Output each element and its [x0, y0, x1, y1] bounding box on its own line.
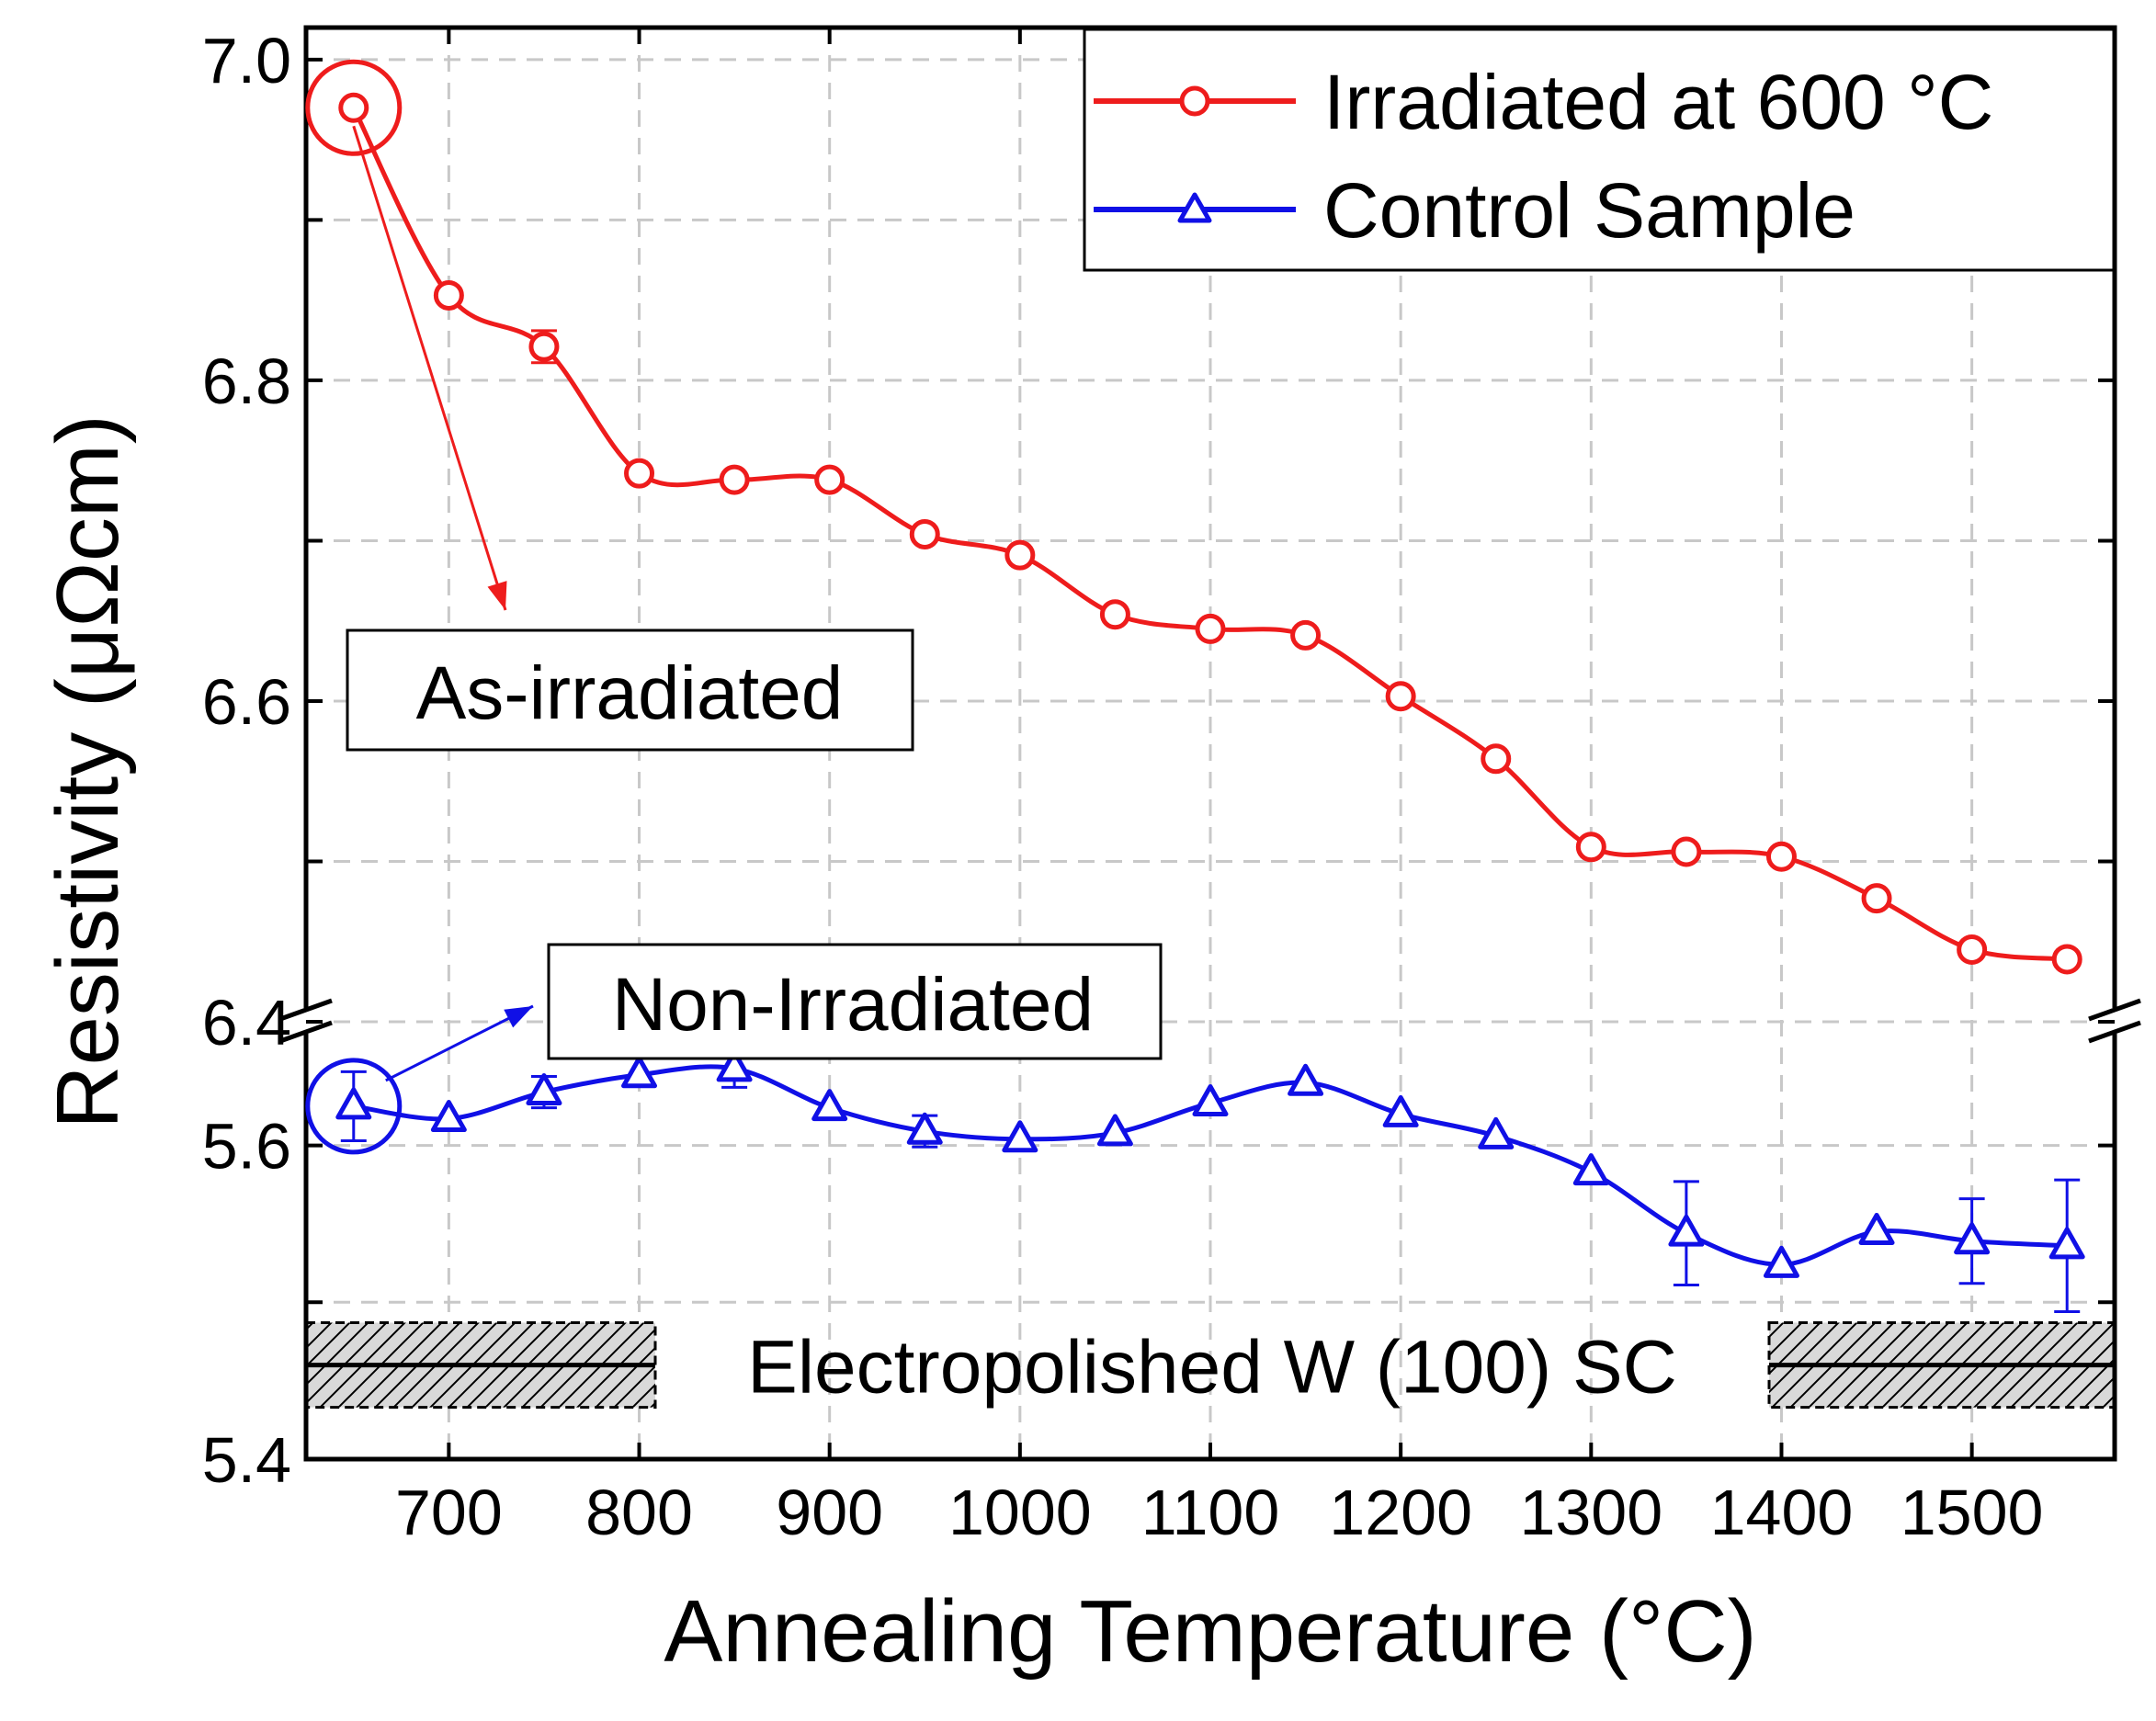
- axis-break-slash: [279, 1020, 333, 1044]
- axis-break-slash: [279, 998, 333, 1022]
- data-point: [528, 331, 560, 362]
- as-irradiated-arrow: [352, 125, 507, 611]
- non-irradiated-arrow: [385, 1004, 534, 1082]
- data-point: [1099, 599, 1130, 630]
- data-point: [814, 464, 845, 495]
- y-tick-label: 5.4: [202, 1424, 291, 1496]
- x-tick-label: 800: [585, 1477, 693, 1548]
- legend-item-irradiated: Irradiated at 600 °C: [1094, 59, 1993, 145]
- x-tick-label: 1000: [948, 1477, 1092, 1548]
- y-tick-label: 6.6: [202, 666, 291, 738]
- data-point: [1481, 743, 1512, 775]
- x-tick-label: 1500: [1901, 1477, 2044, 1548]
- non-irradiated-label-box: [547, 943, 1163, 1060]
- x-tick-label: 1200: [1329, 1477, 1472, 1548]
- data-point: [811, 1089, 848, 1122]
- data-point: [1957, 934, 1988, 965]
- legend: Irradiated at 600 °C Control Sample: [1083, 28, 2116, 272]
- x-tick-label: 1300: [1519, 1477, 1662, 1548]
- data-point: [1385, 681, 1416, 712]
- y-axis-title: Resistivity (μΩcm): [39, 414, 137, 1129]
- data-point: [335, 1087, 372, 1120]
- axis-break-marks: [278, 998, 2142, 1044]
- non-irradiated-label: Non-Irradiated: [612, 963, 1094, 1047]
- x-tick-label: 1400: [1710, 1477, 1854, 1548]
- series-irradiated: [338, 92, 2082, 975]
- data-point: [1478, 1116, 1515, 1149]
- data-point: [1004, 539, 1036, 571]
- data-point: [1861, 883, 1892, 914]
- x-tick-label: 1100: [1141, 1477, 1280, 1548]
- data-point: [526, 1073, 562, 1106]
- data-point: [1290, 619, 1322, 651]
- data-point: [719, 464, 750, 495]
- data-point: [1288, 1063, 1324, 1096]
- data-point: [1763, 1245, 1799, 1278]
- data-point: [1195, 613, 1226, 644]
- x-tick-label: 700: [395, 1477, 503, 1548]
- y-tick-label: 7.0: [202, 25, 291, 96]
- legend-label-control: Control Sample: [1323, 167, 1855, 254]
- data-point: [1668, 1214, 1705, 1247]
- series-layer: [335, 92, 2085, 1314]
- data-point: [433, 279, 464, 311]
- data-point: [1002, 1120, 1038, 1153]
- data-point: [621, 1056, 658, 1089]
- non-irradiated-highlight-circle: [305, 1058, 403, 1155]
- legend-item-control: Control Sample: [1094, 167, 1855, 254]
- as-irradiated-highlight-circle: [305, 59, 403, 156]
- axis-break-slash: [2088, 1020, 2141, 1044]
- data-point: [1572, 1153, 1609, 1186]
- data-point: [1382, 1094, 1419, 1127]
- data-point: [1858, 1212, 1895, 1245]
- reference-band: Electropolished W (100) SC: [304, 1320, 2116, 1410]
- y-tick-label: 6.8: [202, 345, 291, 417]
- series-control: [335, 1047, 2085, 1314]
- annotations: As-irradiated Non-Irradiated: [305, 59, 1163, 1155]
- data-point: [1575, 832, 1606, 863]
- legend-marker-irradiated: [1179, 85, 1210, 117]
- data-point: [909, 518, 940, 549]
- legend-marker-control: [1177, 192, 1212, 223]
- data-point: [1765, 841, 1797, 872]
- legend-box: [1083, 28, 2116, 272]
- data-point: [430, 1100, 467, 1133]
- x-tick-label: 900: [776, 1477, 883, 1548]
- data-point: [338, 92, 369, 123]
- y-tick-label: 6.4: [202, 987, 291, 1059]
- data-point: [1192, 1083, 1229, 1116]
- as-irradiated-label: As-irradiated: [416, 651, 844, 735]
- axis-break-slash: [2088, 998, 2141, 1022]
- x-axis-title: Annealing Temperature (°C): [664, 1582, 1756, 1681]
- axis-ticks: 700 800 900 1000 1100 1200 1300 1400 1500 5.4 5.6 6…: [202, 25, 2115, 1548]
- data-point: [1954, 1222, 1991, 1255]
- data-point: [716, 1049, 753, 1082]
- as-irradiated-label-box: [346, 628, 914, 752]
- data-point: [2048, 1227, 2085, 1260]
- data-point: [906, 1112, 943, 1145]
- data-point: [1096, 1114, 1133, 1147]
- data-point: [624, 458, 655, 489]
- data-point: [2051, 944, 2082, 975]
- y-tick-label: 5.6: [202, 1111, 291, 1183]
- data-point: [1671, 836, 1702, 867]
- legend-label-irradiated: Irradiated at 600 °C: [1323, 59, 1993, 145]
- reference-band-label: Electropolished W (100) SC: [747, 1326, 1677, 1410]
